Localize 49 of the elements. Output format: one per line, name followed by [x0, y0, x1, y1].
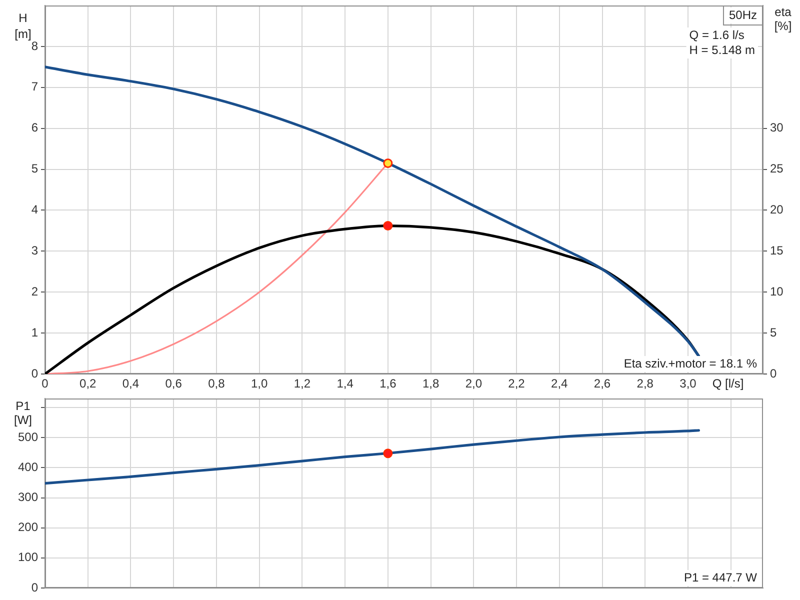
y-axis-title: P1 [W] [14, 398, 32, 427]
y-tick-label: 400 [18, 460, 38, 474]
y2-tick-label: 10 [770, 284, 784, 298]
y2-tick-label: 25 [770, 162, 784, 176]
annotation: Q = 1.6 l/s [689, 28, 744, 42]
y-tick-label: 8 [31, 38, 38, 53]
x-tick-label: 2,8 [636, 376, 654, 391]
y-tick-label: 6 [31, 120, 38, 135]
x-tick-label: 0,6 [165, 376, 182, 391]
x-tick-label: 1,6 [380, 376, 397, 391]
annotation: H = 5.148 m [689, 42, 756, 57]
y2-tick-label: 0 [770, 366, 777, 380]
y-tick-label: 100 [18, 550, 38, 564]
x-tick-label: 1,8 [422, 376, 440, 391]
x-tick-label: 0,2 [80, 376, 97, 391]
x-tick-label: 3,0 [680, 376, 697, 391]
y-tick-label: 5 [31, 162, 38, 176]
y2-axis-title: eta [%] [774, 4, 792, 33]
y-tick-label: 0 [31, 366, 38, 380]
line-series [45, 429, 700, 485]
annotation: 50Hz [728, 8, 757, 22]
x-tick-label: 0 [42, 376, 49, 391]
y-tick-label: 0 [31, 580, 38, 594]
x-tick-label: 2,0 [465, 376, 482, 391]
x-axis-title: Q [l/s] [712, 376, 744, 390]
x-tick-label: 2,6 [594, 376, 611, 391]
y-tick-label: 7 [31, 80, 38, 94]
y-tick-label: 2 [31, 284, 38, 298]
annotation: P1 = 447.7 W [684, 570, 758, 584]
x-tick-label: 0,8 [208, 376, 226, 391]
y-tick-label: 300 [18, 490, 38, 504]
y2-tick-label: 20 [770, 202, 784, 217]
y-axis-title: H [m] [14, 10, 32, 41]
x-tick-label: 2,4 [551, 376, 568, 391]
x-tick-label: 1,4 [336, 376, 354, 391]
y2-tick-label: 5 [770, 325, 777, 340]
y-tick-label: 500 [18, 430, 38, 444]
annotation: Eta sziv.+motor = 18.1 % [624, 356, 758, 370]
y-tick-label: 3 [31, 243, 38, 258]
x-tick-label: 1,2 [294, 376, 311, 391]
y-tick-label: 200 [18, 520, 38, 534]
y2-tick-label: 30 [770, 120, 784, 135]
x-tick-label: 2,2 [508, 376, 526, 391]
y2-tick-label: 15 [770, 243, 784, 258]
y-tick-label: 1 [31, 325, 38, 340]
x-tick-label: 0,4 [122, 376, 140, 391]
x-tick-label: 1,0 [250, 376, 268, 391]
line-series [45, 66, 700, 358]
y-tick-label: 4 [31, 202, 38, 217]
